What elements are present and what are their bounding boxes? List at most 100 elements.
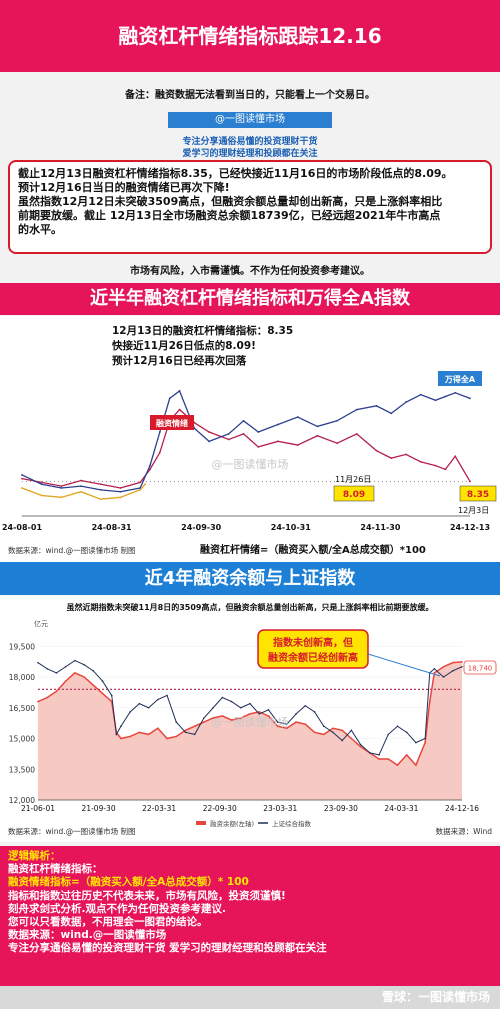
- chart1-watermark: @一图读懂市场: [212, 457, 289, 471]
- chart1-point: [227, 438, 230, 441]
- chart2-point: [239, 706, 242, 709]
- section1-title: 近半年融资杠杆情绪指标和万得全A指数: [0, 283, 500, 315]
- chart2-point: [230, 700, 233, 703]
- chart1-point: [336, 442, 338, 445]
- chart1-point: [227, 432, 230, 435]
- chart2-point: [304, 704, 307, 707]
- summary-box: 截止12月13日融资杠杆情绪指标8.35，已经快接近11月16日的市场阶段低点的…: [8, 160, 492, 254]
- chart1-point: [390, 412, 393, 415]
- chart2-point: [276, 721, 279, 723]
- chart1-point: [208, 431, 210, 433]
- summary-line: 虽然指数12月12日未突破3509高点，但融资余额总量却创出新高，只是上涨斜率相…: [18, 195, 443, 208]
- chart2-point: [138, 731, 141, 734]
- chart1-point: [454, 455, 457, 458]
- chart2-point: [221, 715, 224, 717]
- chart2-point: [92, 684, 95, 686]
- chart2-point: [258, 713, 261, 715]
- chart2-balance-area: [38, 661, 462, 800]
- chart2-x-tick: 24-03-31: [384, 804, 418, 813]
- chart1-annotation: 快接近11月26日低点的8.09!: [111, 339, 256, 352]
- chart1-point: [80, 479, 82, 482]
- chart2-point: [322, 725, 325, 727]
- chart2-subtitle: 虽然近期指数未突破11月8日的3509高点，但融资余额总量创出新高，只是上涨斜率…: [67, 602, 434, 612]
- chart2-point: [286, 723, 288, 725]
- chart2-point: [55, 672, 58, 674]
- chart2-point: [359, 743, 362, 746]
- chart2-point: [147, 733, 150, 736]
- chart2-plot-area: 12,000 13,500 15,000 16,500 18,000 19,500 21-0…: [9, 642, 479, 813]
- section2-title: 近4年融资余额与上证指数: [0, 562, 500, 595]
- last-value-badge-text: 18,740: [468, 665, 493, 673]
- chart2-point: [138, 702, 141, 705]
- chart1-point: [434, 464, 437, 467]
- notice-text: 备注：融资数据无法看到当日的，只能看上一个交易日。: [125, 90, 375, 101]
- chart2-x-tick: 23-09-30: [324, 804, 358, 813]
- chart2-point: [193, 733, 196, 736]
- legend-balance-swatch: [196, 821, 206, 825]
- chart1-x-tick: 24-12-13: [450, 523, 490, 532]
- chart1-point: [99, 498, 102, 501]
- chart2-x-tick: 21-09-30: [82, 804, 116, 813]
- chart2-point: [166, 737, 168, 740]
- chart2-point: [424, 741, 426, 744]
- tagline-2: 爱学习的理财经理和投顾都在关注: [182, 149, 318, 159]
- chart2-svg: 虽然近期指数未突破11月8日的3509高点，但融资余额总量创出新高，只是上涨斜率…: [0, 596, 500, 842]
- chart2-point: [286, 727, 288, 730]
- chart1-point: [60, 485, 63, 488]
- chart2-point: [415, 764, 417, 766]
- logic-line: 融资情绪指标=（融资买入额/全A总成交额）* 100: [8, 876, 249, 889]
- chart1-point: [316, 434, 319, 437]
- chart2-point: [203, 717, 205, 719]
- chart1-point: [80, 490, 82, 493]
- legend-balance-label: 融资余额(左轴): [210, 819, 254, 828]
- chart2-x-tick: 21-06-01: [21, 804, 55, 813]
- chart1-point: [336, 419, 338, 422]
- chart2-point: [396, 725, 399, 727]
- chart1-point: [444, 468, 447, 471]
- summary-line: 截止12月13日融资杠杆情绪指标8.35，已经快接近11月16日的市场阶段低点的…: [18, 167, 453, 180]
- chart1-point: [277, 423, 279, 426]
- chart1-point: [405, 453, 407, 456]
- chart2-y-tick: 19,500: [9, 642, 35, 651]
- chart1-point: [144, 483, 146, 486]
- chart2-point: [46, 668, 49, 670]
- chart2-point: [184, 731, 187, 734]
- chart1-point: [168, 397, 171, 400]
- chart2-point: [203, 721, 205, 723]
- footer: 雪球：一图读懂市场: [0, 986, 500, 1009]
- chart1-point: [375, 404, 378, 407]
- chart2-point: [341, 739, 343, 742]
- chart1-point: [208, 440, 210, 443]
- margin-balance-chart: 虽然近期指数未突破11月8日的3509高点，但融资余额总量创出新高，只是上涨斜率…: [0, 596, 500, 842]
- chart1-point: [419, 393, 422, 396]
- chart2-point: [249, 702, 251, 705]
- chart2-x-tick: 22-09-30: [203, 804, 237, 813]
- logic-line: 您可以只看数据，不用理会一图君的结论。: [8, 916, 208, 929]
- logic-title: 逻辑解析：: [8, 850, 61, 862]
- chart2-point: [405, 754, 408, 756]
- chart2-point: [451, 670, 454, 672]
- chart2-point: [424, 737, 426, 740]
- logic-line: 数据来源：wind.@一图读懂市场: [8, 929, 167, 942]
- chart2-point: [129, 711, 131, 713]
- chart1-point: [405, 401, 407, 404]
- chart2-point: [267, 715, 270, 717]
- chart1-point: [139, 481, 142, 484]
- chart1-point: [296, 444, 299, 446]
- page-title: 融资杠杆情绪指标跟踪12.16: [0, 0, 500, 72]
- chart2-point: [415, 741, 417, 744]
- chart2-point: [193, 725, 196, 727]
- summary-line: 的水平。: [18, 223, 62, 236]
- chart2-y-tick: 12,000: [9, 796, 35, 805]
- chart2-point: [175, 735, 178, 738]
- logic-panel: 逻辑解析： 融资杠杆情绪指标： 融资情绪指标=（融资买入额/全A总成交额）* 1…: [0, 846, 500, 986]
- chart1-point: [60, 496, 63, 499]
- low-value-box: [333, 485, 375, 502]
- chart1-point: [21, 474, 23, 476]
- chart2-x-tick: 23-03-31: [263, 804, 297, 813]
- chart2-point: [83, 663, 85, 666]
- chart1-point: [469, 480, 471, 483]
- chart1-x-tick: 24-11-30: [360, 523, 400, 532]
- chart2-point: [461, 661, 463, 663]
- chart1-point: [99, 483, 102, 486]
